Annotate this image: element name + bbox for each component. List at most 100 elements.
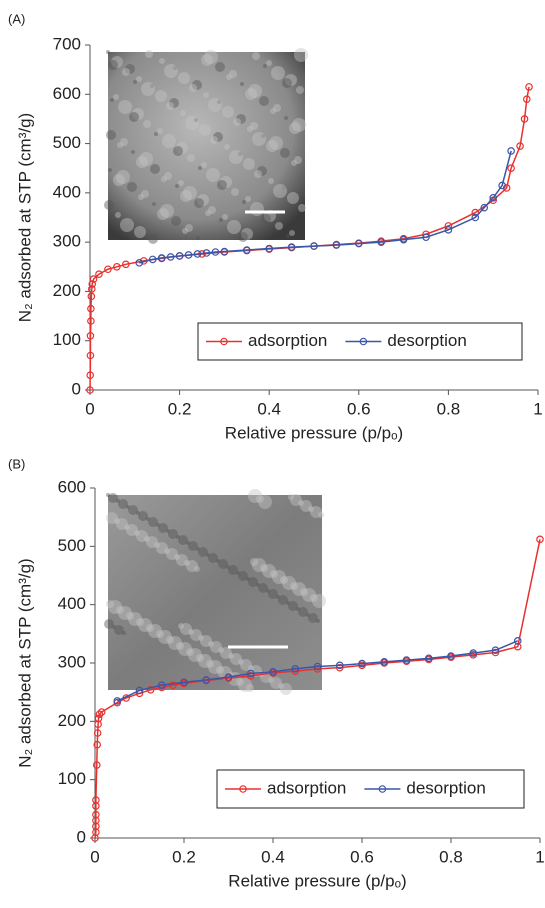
sem-grain	[270, 108, 276, 114]
sem-grain	[228, 565, 238, 575]
y-tick-label: 100	[58, 769, 86, 788]
sem-grain	[278, 683, 284, 689]
data-point	[148, 255, 157, 264]
sem-grain	[164, 172, 172, 180]
sem-grain	[185, 116, 199, 130]
data-point	[377, 238, 386, 246]
data-point	[380, 658, 389, 666]
sem-grain	[116, 499, 120, 503]
sem-grain	[150, 84, 154, 88]
sem-grain	[146, 624, 154, 632]
sem-grain	[159, 58, 165, 64]
sem-grain	[173, 146, 183, 156]
data-point	[310, 242, 318, 250]
data-point	[87, 304, 95, 313]
sem-grain	[248, 577, 258, 587]
data-point	[157, 683, 166, 692]
data-point	[92, 810, 100, 819]
sem-grain	[136, 156, 148, 168]
data-point	[480, 203, 489, 212]
sem-grain	[134, 226, 146, 238]
sem-grain	[156, 542, 168, 554]
sem-grain	[152, 202, 156, 206]
sem-grain	[106, 130, 116, 140]
sem-grain	[252, 558, 266, 572]
sem-grain	[248, 489, 262, 503]
data-point	[498, 181, 506, 190]
sem-grain	[196, 236, 200, 240]
sem-grain	[190, 629, 202, 641]
sem-grain	[196, 654, 204, 662]
data-point	[95, 710, 104, 719]
sem-grain	[166, 102, 174, 110]
sem-grain	[256, 495, 264, 503]
sem-grain	[133, 80, 137, 84]
x-axis-label: Relative pressure (p/pₒ)	[225, 423, 403, 442]
sem-grain	[284, 116, 288, 120]
data-point	[525, 83, 533, 91]
sem-grain	[226, 565, 230, 569]
sem-grain	[259, 96, 269, 106]
data-point	[86, 386, 94, 394]
sem-grain	[201, 54, 213, 66]
data-point	[447, 652, 455, 660]
sem-grain	[138, 194, 144, 200]
sem-grain	[250, 558, 258, 566]
sem-grain	[116, 606, 124, 614]
sem-grain	[292, 582, 306, 596]
data-point	[287, 243, 296, 251]
sem-grain	[292, 118, 306, 132]
y-axis-label: N₂ adsorbed at STP (cm³/g)	[15, 558, 34, 767]
sem-grain	[231, 188, 239, 196]
sem-grain	[216, 666, 224, 674]
sem-grain	[148, 624, 162, 638]
data-point	[516, 142, 524, 150]
sem-grain	[188, 541, 198, 551]
sem-grain	[158, 523, 168, 533]
sem-grain	[126, 612, 134, 620]
data-point	[489, 193, 498, 202]
sem-grain	[268, 178, 274, 184]
sem-grain	[220, 176, 232, 188]
data-point	[86, 331, 95, 340]
sem-grain	[186, 541, 190, 545]
sem-grain	[248, 84, 262, 98]
sem-grain	[178, 535, 188, 545]
data-point	[157, 254, 166, 262]
x-axis-label: Relative pressure (p/pₒ)	[228, 871, 406, 890]
y-tick-label: 0	[77, 827, 86, 846]
sem-grain	[288, 601, 298, 611]
sem-grain	[164, 548, 170, 554]
data-point	[104, 265, 112, 274]
data-point	[92, 761, 101, 769]
sem-grain	[270, 570, 278, 578]
sem-grain	[124, 524, 130, 530]
sem-grain	[196, 547, 200, 551]
series-line	[94, 539, 541, 839]
sem-grain	[268, 677, 274, 683]
sem-grain	[178, 642, 192, 656]
sem-grain	[318, 512, 324, 518]
data-point	[522, 95, 531, 104]
sem-grain	[141, 190, 149, 198]
sem-grain	[118, 100, 132, 114]
series-line	[139, 150, 512, 264]
sem-grain	[206, 660, 214, 668]
data-point	[399, 235, 408, 244]
sem-grain	[238, 152, 242, 156]
sem-grain	[148, 517, 158, 527]
sem-grain	[287, 192, 299, 204]
data-point	[202, 249, 211, 257]
sem-grain	[286, 601, 290, 605]
legend-marker	[239, 785, 247, 793]
sem-grain	[260, 564, 268, 572]
sem-grain	[145, 50, 153, 58]
sem-grain	[218, 647, 224, 653]
sem-grain	[226, 74, 232, 80]
sem-grain	[155, 90, 167, 102]
data-point	[335, 661, 344, 670]
sem-grain	[108, 168, 112, 172]
sem-grain	[272, 570, 286, 584]
sem-grain	[146, 536, 158, 548]
data-point	[269, 667, 277, 676]
